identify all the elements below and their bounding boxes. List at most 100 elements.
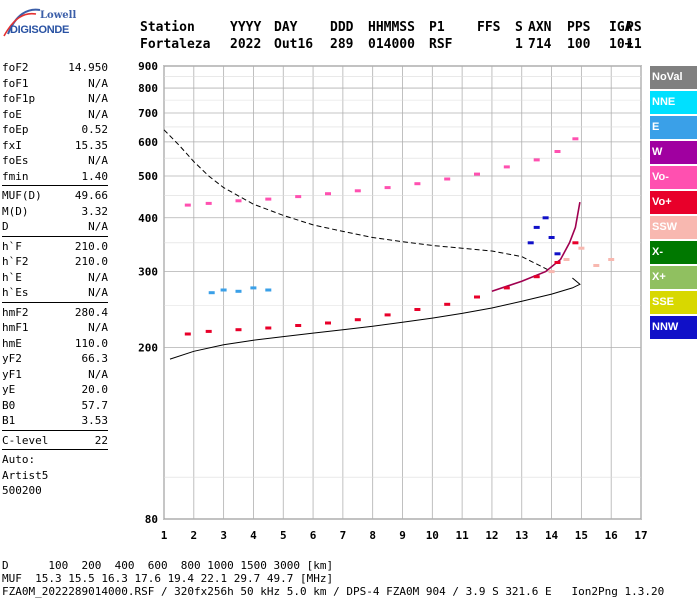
trace-point-vo xyxy=(295,324,302,327)
trace-point-vo xyxy=(444,302,451,306)
param-separator xyxy=(2,235,108,237)
param-row: hmF1 N/A xyxy=(2,320,108,336)
x-tick-label: 14 xyxy=(545,529,559,542)
param-row: C-level 22 xyxy=(2,433,108,449)
param-value: 20.0 xyxy=(81,383,109,396)
x-tick-label: 11 xyxy=(456,529,470,542)
param-separator xyxy=(2,429,108,431)
x-tick-label: 1 xyxy=(161,529,168,542)
trace-point-vo xyxy=(503,286,510,290)
param-key: yE xyxy=(2,383,16,396)
param-key: B1 xyxy=(2,414,16,427)
trace-point-ssw xyxy=(548,270,555,274)
header-label-1: YYYY xyxy=(230,20,262,35)
legend-noval-swatch: NoVal xyxy=(650,66,697,89)
header-label-0: Station xyxy=(140,20,195,35)
trace-point-ssw xyxy=(578,246,585,250)
x-tick-label: 5 xyxy=(280,529,287,542)
x-tick-label: 10 xyxy=(426,529,439,542)
x-tick-label: 15 xyxy=(575,529,588,542)
param-key: fmin xyxy=(2,169,29,183)
header-label-10: IGA xyxy=(609,20,633,35)
param-value: 15.35 xyxy=(74,138,108,152)
trace-point-ssw xyxy=(563,258,570,261)
trace-point-vo xyxy=(354,189,361,193)
param-row: yF2 66.3 xyxy=(2,351,108,367)
trace-point-e xyxy=(220,288,227,292)
param-separator xyxy=(2,185,108,186)
trace-point-nnw xyxy=(533,225,540,229)
trace-point-vo xyxy=(384,186,391,190)
legend-vo-swatch: Vo- xyxy=(650,166,697,189)
param-value: N/A xyxy=(88,367,108,381)
param-value: 14.950 xyxy=(68,61,108,74)
x-tick-label: 16 xyxy=(605,529,619,542)
header-value-11: 11 xyxy=(626,37,642,52)
header-label-6: FFS xyxy=(477,20,501,35)
param-row: fmin 1.40 xyxy=(2,169,108,185)
header-value-7: 1 xyxy=(515,37,523,52)
y-tick-label: 700 xyxy=(138,107,158,120)
trace-point-vo xyxy=(554,261,561,264)
legend-x-swatch: X- xyxy=(650,241,697,264)
trace-point-vo xyxy=(572,137,579,141)
param-row: foF2 14.950 xyxy=(2,60,108,76)
trace-point-vo xyxy=(325,192,331,196)
param-key: h`F xyxy=(2,239,22,253)
y-tick-label: 500 xyxy=(138,170,158,183)
trace-point-e xyxy=(250,286,257,290)
param-key: C-level xyxy=(2,433,49,447)
trace-point-e xyxy=(235,289,242,293)
param-key: M(D) xyxy=(2,204,29,218)
y-tick-label: 200 xyxy=(138,342,158,355)
param-key: foEs xyxy=(2,154,29,167)
param-separator xyxy=(2,301,108,303)
header-value-8: 714 xyxy=(528,37,552,52)
param-value: 110.0 xyxy=(74,336,108,350)
logo-emblem-icon xyxy=(3,8,41,37)
param-value: N/A xyxy=(88,76,108,90)
trace-point-vo xyxy=(325,321,331,325)
legend-nnw-swatch: NNW xyxy=(650,316,697,339)
param-value: 3.32 xyxy=(81,204,109,218)
param-row: h`F2 210.0 xyxy=(2,254,108,270)
trace-point-ssw xyxy=(608,258,615,261)
trace-point-vo xyxy=(354,318,361,322)
param-row: B1 3.53 xyxy=(2,413,108,429)
legend-e-swatch: E xyxy=(650,116,697,139)
x-tick-label: 13 xyxy=(515,529,528,542)
header-label-2: DAY xyxy=(274,20,298,35)
param-value: 0.52 xyxy=(81,123,109,136)
header-label-3: DDD xyxy=(330,20,354,35)
header-label-11: PS xyxy=(626,20,642,35)
trace-point-nnw xyxy=(542,216,549,220)
trace-point-vo xyxy=(554,150,561,153)
param-key: foEp xyxy=(2,123,29,136)
footer-distance-line: D 100 200 400 600 800 1000 1500 3000 [km… xyxy=(2,559,334,572)
x-tick-label: 12 xyxy=(485,529,498,542)
header-label-9: PPS xyxy=(567,20,591,35)
legend-w-swatch: W xyxy=(650,141,697,164)
trace-point-nnw xyxy=(554,252,561,256)
header-value-9: 100 xyxy=(567,37,591,52)
legend-sse-swatch: SSE xyxy=(650,291,697,314)
header-value-10: 10+ xyxy=(609,37,633,52)
param-row: foEp 0.52 xyxy=(2,122,108,138)
param-key: MUF(D) xyxy=(2,189,42,202)
trace-point-vo xyxy=(265,326,272,330)
param-row: hmF2 280.4 xyxy=(2,305,108,321)
header-label-5: P1 xyxy=(429,20,445,35)
trace-point-vo xyxy=(414,182,421,186)
param-key: h`E xyxy=(2,270,22,284)
parameter-panel: foF2 14.950 foF1 N/A foF1p N/A foE N/A foEp 0.52 f… xyxy=(2,60,108,499)
trace-point-vo xyxy=(503,165,510,169)
trace-point-nnw xyxy=(527,241,534,245)
y-tick-label: 400 xyxy=(138,212,158,225)
logo-lowell: Lowell xyxy=(40,10,77,21)
legend-x-swatch: X+ xyxy=(650,266,697,289)
header-label-7: S xyxy=(515,20,523,35)
trace-point-vo xyxy=(533,158,540,162)
param-row: h`F 210.0 xyxy=(2,239,108,255)
param-key: fxI xyxy=(2,138,22,152)
legend-nne-swatch: NNE xyxy=(650,91,697,114)
